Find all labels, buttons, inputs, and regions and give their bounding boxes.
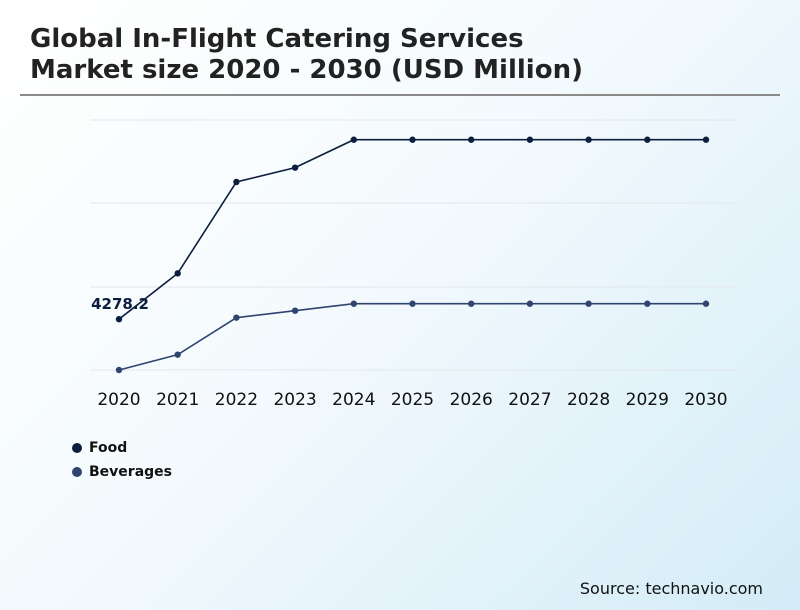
x-tick-label-2020: 2020 [97, 390, 140, 410]
data-point-beverages-2030 [702, 300, 710, 307]
x-tick-label-2024: 2024 [332, 390, 375, 410]
data-point-beverages-2020 [115, 366, 123, 374]
x-tick-label-2022: 2022 [215, 390, 258, 410]
x-tick-label-2021: 2021 [156, 390, 199, 410]
x-tick-label-2023: 2023 [273, 390, 316, 410]
data-point-beverages-2025 [409, 300, 416, 307]
legend-item-beverages[interactable]: Beverages [72, 460, 172, 484]
source-credit: Source: technavio.com [579, 579, 763, 598]
data-point-food-2025 [409, 136, 416, 143]
x-tick-label-2028: 2028 [567, 390, 610, 410]
data-point-beverages-2024 [350, 300, 357, 307]
data-point-food-2023 [291, 164, 299, 171]
chart-title-line-1: Global In-Flight Catering Services [30, 24, 524, 54]
x-tick-label-2030: 2030 [684, 390, 727, 410]
x-tick-label-2027: 2027 [508, 390, 551, 410]
chart-title: Global In-Flight Catering Services Marke… [30, 24, 770, 86]
series-line-food [118, 138, 706, 320]
x-tick-label-2026: 2026 [450, 390, 493, 410]
data-point-food-2020 [115, 315, 123, 323]
series-line-beverages [118, 302, 706, 371]
legend-item-food[interactable]: Food [72, 436, 172, 460]
data-point-food-2021 [174, 270, 181, 277]
x-tick-label-2025: 2025 [391, 390, 434, 410]
data-point-food-2026 [468, 136, 475, 143]
data-label-food-2020: 4278.2 [91, 295, 149, 313]
data-point-beverages-2022 [233, 314, 240, 321]
data-point-food-2024 [350, 136, 357, 143]
legend-marker-food [72, 443, 82, 453]
data-point-food-2027 [526, 136, 534, 143]
data-point-food-2029 [644, 136, 651, 143]
data-point-food-2022 [233, 178, 240, 186]
x-tick-label-2029: 2029 [626, 390, 669, 410]
data-point-beverages-2027 [526, 300, 534, 307]
data-point-beverages-2029 [644, 300, 651, 307]
title-divider [20, 94, 780, 96]
legend-label-food: Food [89, 440, 128, 456]
data-point-food-2028 [585, 136, 592, 143]
chart-title-line-2: Market size 2020 - 2030 (USD Million) [30, 55, 583, 85]
legend-label-beverages: Beverages [89, 464, 172, 480]
data-point-food-2030 [702, 136, 710, 143]
data-point-beverages-2021 [174, 351, 181, 358]
data-point-beverages-2026 [468, 300, 475, 307]
legend: Food Beverages [72, 436, 172, 484]
data-point-beverages-2023 [291, 307, 299, 314]
legend-marker-beverages [72, 467, 82, 477]
data-point-beverages-2028 [585, 300, 592, 307]
